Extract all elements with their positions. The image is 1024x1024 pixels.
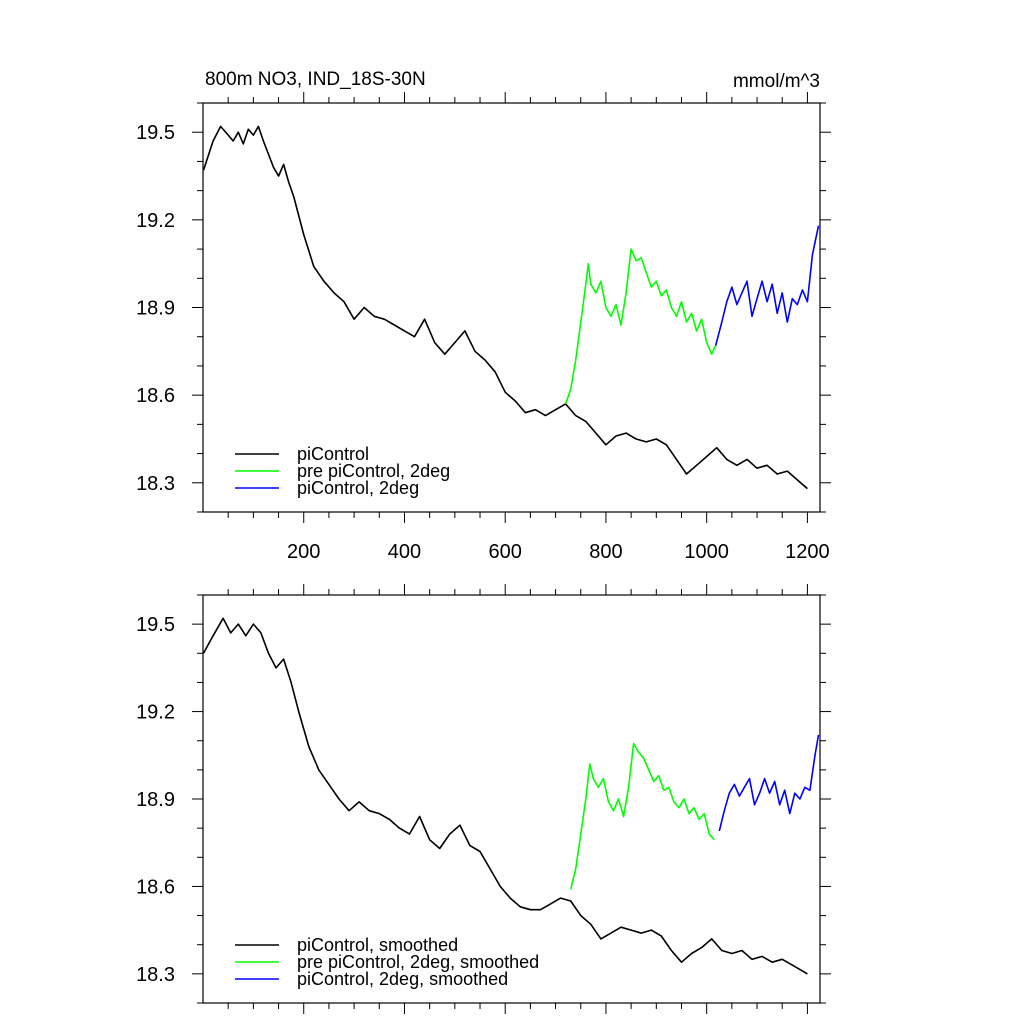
legend-label: pre piControl, 2deg [297,461,450,481]
legend-label: pre piControl, 2deg, smoothed [297,952,539,972]
x-tick-label: 800 [589,541,622,563]
x-tick-label: 200 [287,541,320,563]
y-tick-label: 18.3 [136,473,175,495]
x-tick-label: 1000 [684,541,729,563]
x-tick-label: 1200 [785,541,830,563]
x-tick-label: 400 [388,541,421,563]
series-line-0 [202,125,808,490]
legend-label: piControl, smoothed [297,935,458,955]
chart-title: 800m NO3, IND_18S-30N [205,69,426,90]
legend-label: piControl, 2deg [297,478,419,498]
legend-label: piControl [297,444,369,464]
y-tick-label: 18.6 [136,876,175,898]
plot-frame [202,102,821,513]
y-tick-label: 19.2 [136,702,175,724]
series-line-2 [714,225,820,346]
series-line-0 [202,617,808,975]
series-line-1 [564,248,717,405]
legend-label: piControl, 2deg, smoothed [297,969,508,989]
y-tick-label: 18.9 [136,789,175,811]
top-panel: 18.3 18.6 18.9 19.2 19.5 200 400 600 800 1000 1200… [136,69,831,563]
y-tick-label: 19.5 [136,122,175,144]
y-tick-label: 18.3 [136,964,175,986]
x-tick-label: 600 [489,541,522,563]
series-line-2 [718,734,820,832]
series-line-1 [569,742,715,890]
y-tick-label: 19.2 [136,210,175,232]
units-label: mmol/m^3 [733,71,820,92]
y-tick-label: 18.6 [136,385,175,407]
y-tick-label: 19.5 [136,614,175,636]
y-tick-label: 18.9 [136,298,175,320]
